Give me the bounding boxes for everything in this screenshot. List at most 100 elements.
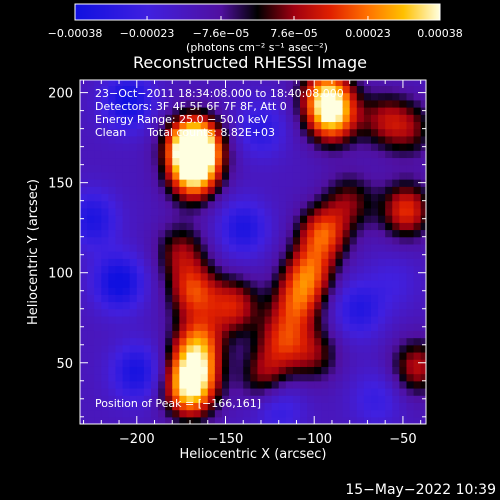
heatmap-cell [150,344,159,353]
heatmap-cell [413,416,422,424]
heatmap-cell [399,229,408,238]
heatmap-cell [250,121,259,130]
heatmap-cell [406,409,415,418]
heatmap-cell [115,366,124,375]
heatmap-cell [94,121,102,130]
heatmap-cell [172,150,180,159]
heatmap-cell [285,251,294,259]
heatmap-cell [108,323,117,331]
heatmap-cell [87,186,95,195]
heatmap-cell [115,301,124,310]
heatmap-cell [179,121,188,130]
heatmap-cell [399,402,408,411]
heatmap-cell [278,143,287,151]
heatmap-cell [307,99,315,108]
heatmap-cell [80,222,88,231]
heatmap-cell [221,315,230,324]
heatmap-cell [285,99,294,108]
heatmap-cell [257,287,266,295]
colorbar-gradient [75,4,440,20]
heatmap-cell [321,200,330,209]
heatmap-cell [87,179,95,187]
heatmap-cell [122,215,131,223]
heatmap-cell [314,351,322,360]
heatmap-cell [356,179,365,187]
heatmap-cell [321,150,330,159]
heatmap-cell [229,294,237,303]
heatmap-cell [307,409,315,418]
heatmap-cell [158,409,166,418]
heatmap-cell [179,402,188,411]
heatmap-cell [115,294,124,303]
heatmap-cell [406,258,415,267]
heatmap-cell [349,251,358,259]
heatmap-cell [122,236,131,245]
heatmap-cell [349,366,358,375]
heatmap-cell [165,308,173,317]
heatmap-cell [264,107,273,115]
heatmap-cell [179,258,188,267]
heatmap-cell [229,80,237,86]
heatmap-cell [292,279,301,288]
heatmap-cell [363,373,372,382]
heatmap-cell [101,179,109,187]
heatmap-cell [101,330,109,339]
heatmap-cell [271,402,280,411]
heatmap-cell [122,323,131,331]
heatmap-cell [328,308,337,317]
heatmap-cell [136,337,145,346]
heatmap-cell [264,179,273,187]
heatmap-cell [392,258,400,267]
heatmap-cell [250,351,259,360]
heatmap-cell [356,416,365,424]
heatmap-cell [278,359,287,367]
heatmap-cell [342,128,351,137]
heatmap-cell [285,416,294,424]
heatmap-cell [236,294,244,303]
heatmap-cell [349,287,358,295]
heatmap-cell [115,337,124,346]
heatmap-cell [321,143,330,151]
heatmap-cell [250,330,259,339]
heatmap-cell [136,344,145,353]
heatmap-cell [321,279,330,288]
heatmap-cell [342,171,351,180]
heatmap-cell [271,395,280,403]
heatmap-cell [87,402,95,411]
heatmap-cell [207,150,216,159]
heatmap-cell [278,409,287,418]
heatmap-cell [413,395,422,403]
heatmap-cell [143,416,152,424]
heatmap-cell [214,387,223,396]
heatmap-cell [307,366,315,375]
heatmap-cell [87,359,95,367]
heatmap-cell [385,272,393,281]
heatmap-cell [250,395,259,403]
heatmap-cell [378,301,386,310]
heatmap-cell [292,107,301,115]
heatmap-cell [370,143,379,151]
heatmap-cell [229,251,237,259]
heatmap-cell [150,387,159,396]
heatmap-cell [370,344,379,353]
heatmap-cell [342,366,351,375]
heatmap-cell [392,330,400,339]
heatmap-cell [236,150,244,159]
heatmap-cell [193,179,202,187]
heatmap-cell [292,128,301,137]
heatmap-cell [349,351,358,360]
heatmap-cell [229,164,237,173]
heatmap-cell [179,272,188,281]
heatmap-cell [129,395,138,403]
heatmap-cell [285,387,294,396]
heatmap-cell [172,135,180,144]
heatmap-cell [179,279,188,288]
heatmap-cell [300,92,308,101]
heatmap-cell [150,135,159,144]
x-tick-label: −50 [389,432,416,447]
heatmap-cell [108,92,117,101]
heatmap-cell [271,258,280,267]
heatmap-cell [165,243,173,252]
heatmap-cell [300,236,308,245]
heatmap-cell [179,229,188,238]
